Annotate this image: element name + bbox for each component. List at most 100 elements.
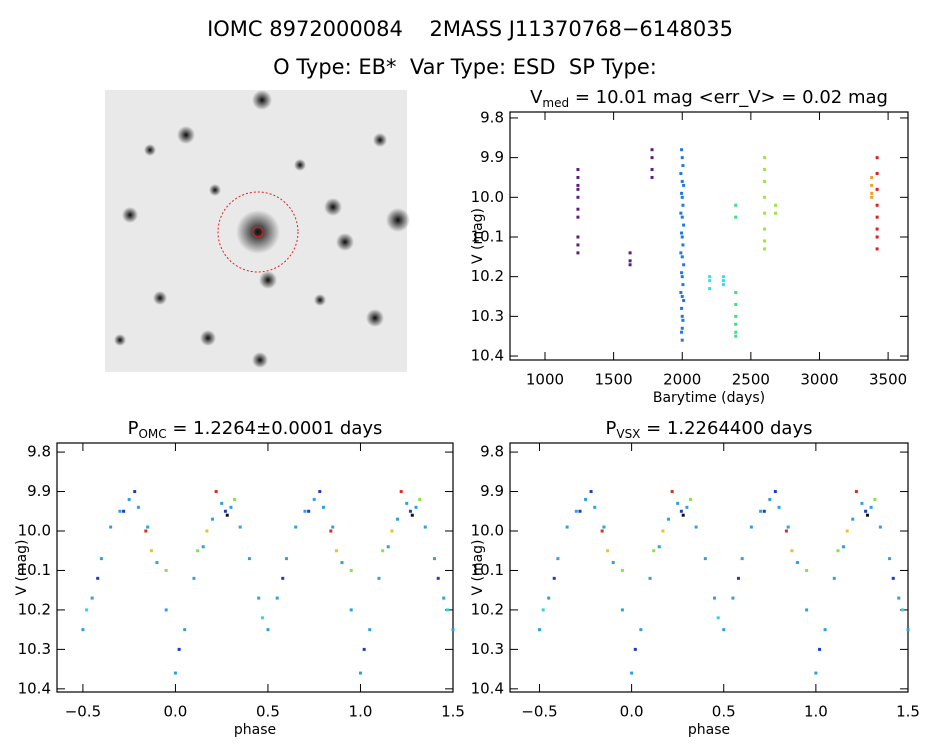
point [541,608,545,612]
point [99,557,103,561]
point [611,561,615,565]
point [774,203,778,207]
point [331,525,335,529]
point [734,334,738,338]
point [680,306,684,310]
point [408,509,412,513]
x-tick-label: 1.0 [349,703,373,721]
y-tick-label: 9.9 [480,148,504,166]
point [773,490,777,494]
x-tick-label: 3000 [800,371,838,389]
point [680,215,684,219]
point [620,608,624,612]
point [340,561,344,565]
point [266,628,270,632]
plot-title: POMC = 1.2264±0.0001 days [128,418,383,441]
point [851,517,855,521]
point [578,509,582,513]
point [680,148,684,152]
point [713,596,717,600]
point [661,529,665,533]
point [238,525,242,529]
point [205,529,209,533]
point [442,596,446,600]
y-tick-label: 10.4 [471,347,504,365]
x-tick-label: 0.5 [712,703,736,721]
point [680,156,684,160]
point [223,509,227,513]
point [763,179,767,183]
point [740,557,744,561]
point [786,525,790,529]
point [763,247,767,251]
point [891,576,895,580]
y-tick-label: 10.1 [471,561,504,579]
point [122,509,126,513]
point [680,295,684,299]
plot-title-sub: OMC [138,427,166,441]
point [875,247,879,251]
point [823,628,827,632]
point [680,235,684,239]
point [576,175,580,179]
y-tick-label: 10.0 [471,521,504,539]
point [703,557,707,561]
point [201,545,205,549]
point [680,255,684,259]
point [870,175,874,179]
point [648,576,652,580]
plot-title: PVSX = 1.2264400 days [606,418,813,441]
point [763,227,767,231]
point [682,183,686,187]
point [576,243,580,247]
point [183,628,187,632]
y-tick-label: 10.0 [471,188,504,206]
point [676,501,680,505]
point [303,509,307,513]
point [173,671,177,675]
point [805,568,809,572]
point [731,596,735,600]
point [537,628,541,632]
point [650,156,654,160]
y-tick-label: 10.1 [18,561,51,579]
x-tick-label: 0.0 [164,703,188,721]
point [405,501,409,505]
point [763,168,767,172]
point [294,525,298,529]
point [680,179,684,183]
point [736,576,740,580]
y-tick-label: 9.9 [27,482,51,500]
point [576,187,580,191]
sky-image [105,90,410,372]
x-tick-label: 1000 [526,371,564,389]
point [576,215,580,219]
point [628,263,632,267]
point [358,671,362,675]
point [650,148,654,152]
point [225,513,229,517]
point [334,549,338,553]
point [680,314,684,318]
x-axis-label: Barytime (days) [653,390,765,406]
point [318,490,322,494]
point [257,596,261,600]
point [381,549,385,553]
point [805,608,809,612]
point [875,187,879,191]
point [734,291,738,295]
point [362,647,366,651]
plot-title-rest: = 1.2264±0.0001 days [167,418,383,439]
point [149,549,153,553]
point [576,183,580,187]
point [565,525,569,529]
point [875,215,879,219]
point [790,549,794,553]
point [875,203,879,207]
point [708,279,712,283]
point [681,283,685,287]
point [685,505,689,509]
y-tick-label: 10.4 [18,679,51,697]
point [312,497,316,501]
